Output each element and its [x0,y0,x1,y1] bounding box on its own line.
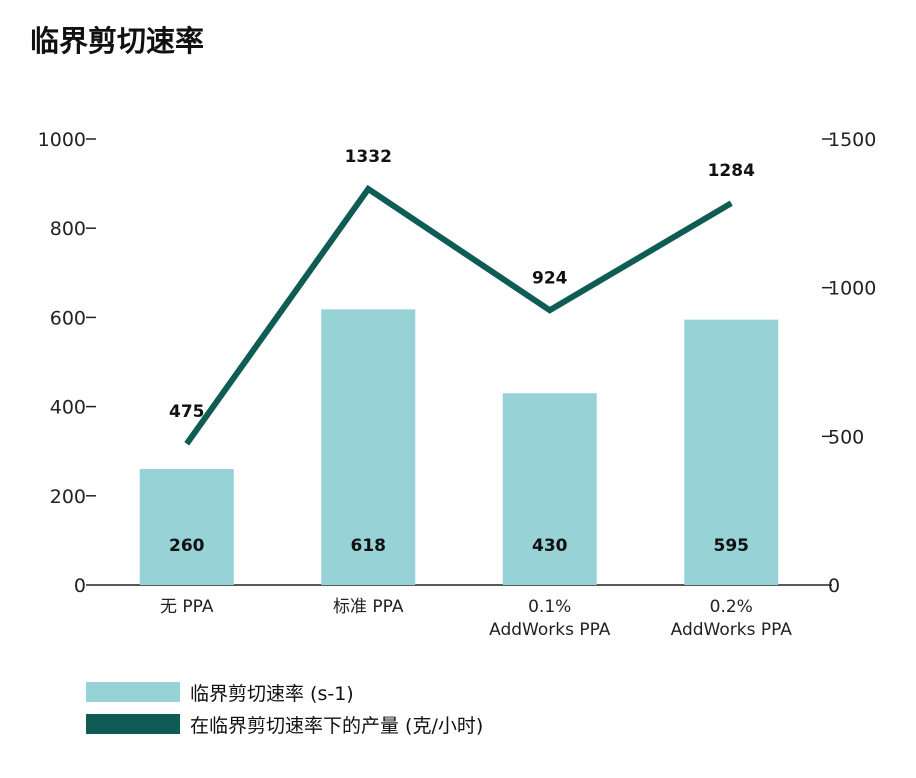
legend-item-line: 在临界剪切速率下的产量 (克/小时) [86,708,483,740]
legend-swatch-bar [86,682,180,702]
y-right-tick-label: 1000 [828,278,876,300]
y-left-tick-label: 0 [74,575,86,597]
x-tick-label: AddWorks PPA [489,620,611,640]
x-tick-label: 0.2% [710,597,753,617]
x-tick-label: AddWorks PPA [671,620,793,640]
line-value-label: 475 [169,402,205,422]
bar-value-label: 260 [169,536,205,556]
chart-title: 临界剪切速率 [30,24,205,58]
y-left-tick-label: 200 [50,486,86,508]
line-value-label: 1284 [708,161,755,181]
bar [321,309,416,585]
y-left-tick-label: 600 [50,307,86,329]
y-right-tick-label: 500 [828,426,864,448]
legend-swatch-line [86,714,180,734]
y-left-tick-label: 800 [50,218,86,240]
y-right-tick-label: 0 [828,575,840,597]
line-value-label: 1332 [345,147,392,167]
bar [139,469,234,585]
bar-value-label: 430 [532,536,568,556]
x-tick-label: 标准 PPA [333,597,404,617]
legend-label-bar: 临界剪切速率 (s-1) [190,682,354,705]
bar [684,319,779,585]
bar-value-label: 618 [351,536,387,556]
y-left-tick-label: 400 [50,397,86,419]
x-tick-label: 无 PPA [160,597,214,617]
y-right-tick-label: 1500 [828,129,876,151]
y-left-tick-label: 1000 [38,129,86,151]
line-value-label: 924 [532,268,568,288]
legend-item-bar: 临界剪切速率 (s-1) [86,676,483,708]
series-line [184,184,733,446]
bar-value-label: 595 [714,536,750,556]
x-tick-label: 0.1% [528,597,571,617]
legend-label-line: 在临界剪切速率下的产量 (克/小时) [190,714,484,737]
chart-svg: 0 200 400 600 800 1000 0 500 1000 1500 260 618 430 59… [38,129,877,640]
bar [502,393,597,585]
legend: 临界剪切速率 (s-1) 在临界剪切速率下的产量 (克/小时) [86,676,483,740]
